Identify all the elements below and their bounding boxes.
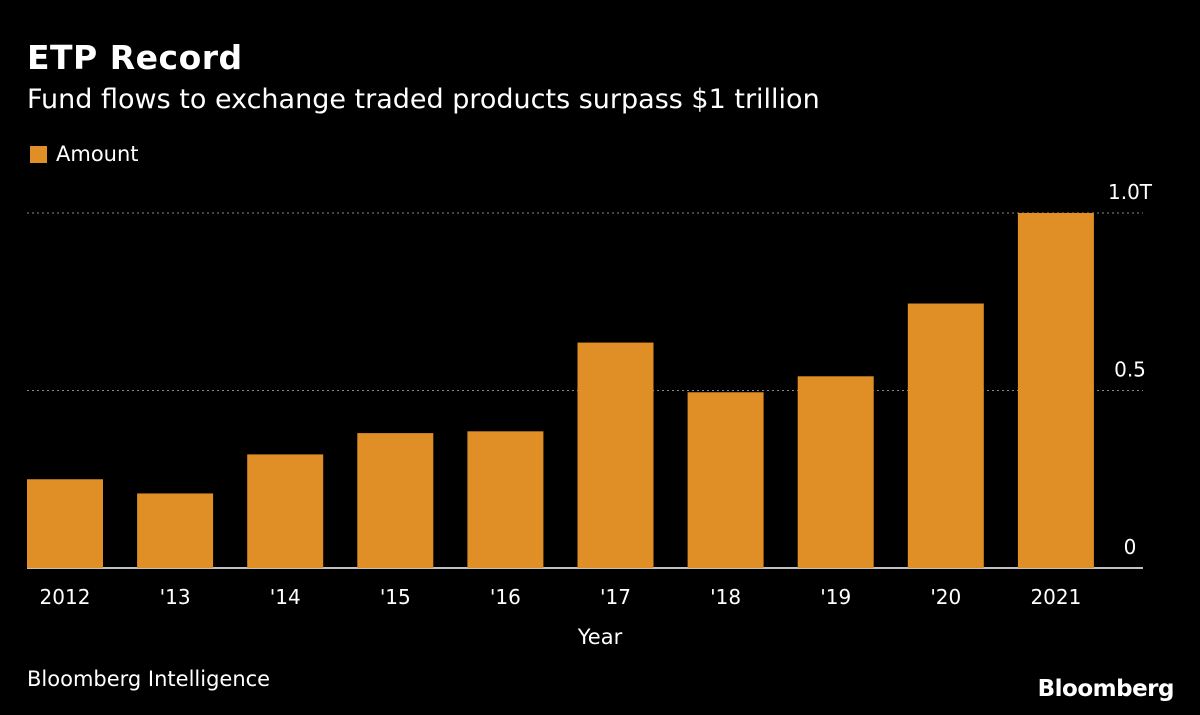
x-tick-label: '18: [710, 585, 741, 609]
x-tick-label: '16: [490, 585, 521, 609]
bar: [687, 392, 764, 568]
bar: [137, 493, 214, 568]
y-tick-label: 0: [1124, 535, 1137, 559]
chart-subtitle: Fund flows to exchange traded products s…: [27, 84, 820, 115]
x-tick-label: '14: [270, 585, 301, 609]
bar: [467, 431, 544, 568]
bar: [797, 376, 874, 568]
bar: [27, 479, 103, 568]
legend-label: Amount: [56, 142, 139, 166]
bar: [907, 303, 984, 568]
bar: [357, 433, 434, 568]
x-axis: 2012 '13 '14 '15 '16 '17 '18 '19 '20 2021: [40, 585, 1082, 609]
bar: [1017, 213, 1094, 568]
source-note: Bloomberg Intelligence: [27, 667, 271, 691]
x-tick-label: '15: [380, 585, 411, 609]
y-axis: 0 0.5 1.0T: [1108, 180, 1153, 559]
bars: [27, 213, 1094, 568]
y-tick-label: 1.0T: [1108, 180, 1153, 204]
x-axis-title: Year: [577, 625, 623, 649]
legend-swatch: [30, 145, 47, 163]
bloomberg-logo: Bloomberg: [1037, 676, 1175, 702]
x-tick-label: 2021: [1030, 585, 1081, 609]
chart-title: ETP Record: [27, 38, 243, 77]
x-tick-label: '13: [160, 585, 191, 609]
x-tick-label: 2012: [40, 585, 91, 609]
legend: Amount: [30, 142, 139, 166]
x-tick-label: '17: [600, 585, 631, 609]
x-tick-label: '19: [820, 585, 851, 609]
bar: [577, 342, 654, 568]
bar: [247, 454, 324, 568]
y-tick-label: 0.5: [1114, 358, 1146, 382]
x-tick-label: '20: [930, 585, 961, 609]
